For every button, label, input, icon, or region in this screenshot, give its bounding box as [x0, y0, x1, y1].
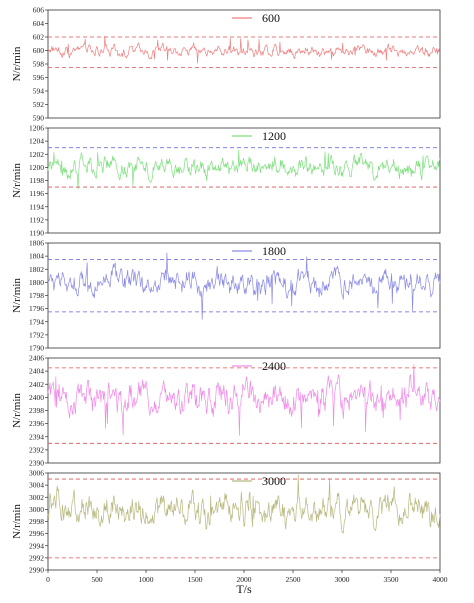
- y-tick-label-2-2: 1794: [29, 317, 44, 326]
- x-tick-label-1: 500: [91, 575, 103, 584]
- y-tick-label-4-2: 2994: [29, 541, 44, 550]
- y-tick-label-2-5: 1800: [29, 278, 44, 287]
- series-line-4: [47, 474, 441, 534]
- y-tick-label-4-6: 3002: [29, 493, 44, 502]
- y-tick-label-2-6: 1802: [29, 265, 44, 274]
- x-tick-label-3: 1500: [188, 575, 203, 584]
- y-axis-label-3: N/r/min: [11, 393, 23, 428]
- y-tick-label-2-7: 1804: [29, 252, 44, 261]
- y-axis-label-4: N/r/min: [11, 504, 23, 539]
- y-tick-label-2-3: 1796: [29, 304, 44, 313]
- x-tick-label-7: 3500: [384, 575, 399, 584]
- y-tick-label-1-1: 1192: [29, 215, 44, 224]
- y-tick-label-1-3: 1196: [29, 189, 44, 198]
- y-axis-label-0: N/r/min: [11, 46, 23, 81]
- y-tick-label-2-4: 1798: [29, 291, 44, 300]
- legend-label-0: 600: [262, 11, 280, 25]
- y-tick-label-0-7: 604: [33, 19, 45, 28]
- y-tick-label-1-6: 1202: [29, 150, 44, 159]
- series-line-2: [47, 252, 441, 320]
- y-tick-label-0-1: 592: [33, 100, 45, 109]
- y-tick-label-3-4: 2398: [29, 406, 44, 415]
- x-axis-label: T/s: [236, 582, 252, 596]
- y-tick-label-0-2: 594: [33, 87, 45, 96]
- series-line-0: [47, 35, 441, 64]
- y-tick-label-0-8: 606: [33, 6, 45, 15]
- y-tick-label-1-8: 1206: [29, 124, 44, 133]
- y-tick-label-3-8: 2406: [29, 354, 44, 363]
- y-axis-label-2: N/r/min: [11, 278, 23, 313]
- y-tick-label-3-5: 2400: [29, 393, 44, 402]
- series-line-3: [47, 364, 441, 436]
- y-tick-label-0-0: 590: [33, 114, 45, 123]
- y-tick-label-1-5: 1200: [29, 163, 44, 172]
- panel-frame-1: [47, 127, 441, 234]
- y-tick-label-3-0: 2390: [29, 459, 44, 468]
- panel-frame-0: [47, 9, 441, 119]
- x-tick-label-2: 1000: [139, 575, 154, 584]
- x-tick-label-0: 0: [46, 575, 50, 584]
- y-tick-label-0-5: 600: [33, 46, 45, 55]
- legend-label-1: 1200: [262, 129, 286, 143]
- legend-label-3: 2400: [262, 359, 286, 373]
- y-tick-label-1-7: 1204: [29, 137, 44, 146]
- y-tick-label-1-2: 1194: [29, 202, 44, 211]
- y-tick-label-0-4: 598: [33, 60, 45, 69]
- panel-frame-2: [47, 242, 441, 349]
- y-tick-label-3-2: 2394: [29, 432, 44, 441]
- x-tick-label-5: 2500: [286, 575, 301, 584]
- y-tick-label-4-3: 2996: [29, 529, 44, 538]
- y-tick-label-4-7: 3004: [29, 481, 44, 490]
- series-line-1: [47, 149, 441, 190]
- y-tick-label-3-7: 2404: [29, 367, 44, 376]
- panel-frame-3: [47, 357, 441, 464]
- y-tick-label-3-3: 2396: [29, 419, 44, 428]
- y-axis-label-1: N/r/min: [11, 163, 23, 198]
- y-tick-label-2-1: 1792: [29, 330, 44, 339]
- y-tick-label-0-6: 602: [33, 33, 45, 42]
- y-tick-label-1-4: 1198: [29, 176, 44, 185]
- legend-label-4: 3000: [262, 474, 286, 488]
- y-tick-label-0-3: 596: [33, 73, 45, 82]
- y-tick-label-4-1: 2992: [29, 553, 44, 562]
- y-tick-label-2-8: 1806: [29, 239, 44, 248]
- y-tick-label-4-0: 2990: [29, 566, 44, 575]
- y-tick-label-3-6: 2402: [29, 380, 44, 389]
- x-tick-label-8: 4000: [433, 575, 448, 584]
- y-tick-label-4-8: 3006: [29, 469, 44, 478]
- y-tick-label-4-4: 2998: [29, 517, 44, 526]
- y-tick-label-4-5: 3000: [29, 505, 44, 514]
- y-tick-label-3-1: 2392: [29, 445, 44, 454]
- x-tick-label-6: 3000: [335, 575, 350, 584]
- legend-label-2: 1800: [262, 244, 286, 258]
- y-tick-label-1-0: 1190: [29, 229, 44, 238]
- x-tick-label-4: 2000: [237, 575, 252, 584]
- y-tick-label-2-0: 1790: [29, 344, 44, 353]
